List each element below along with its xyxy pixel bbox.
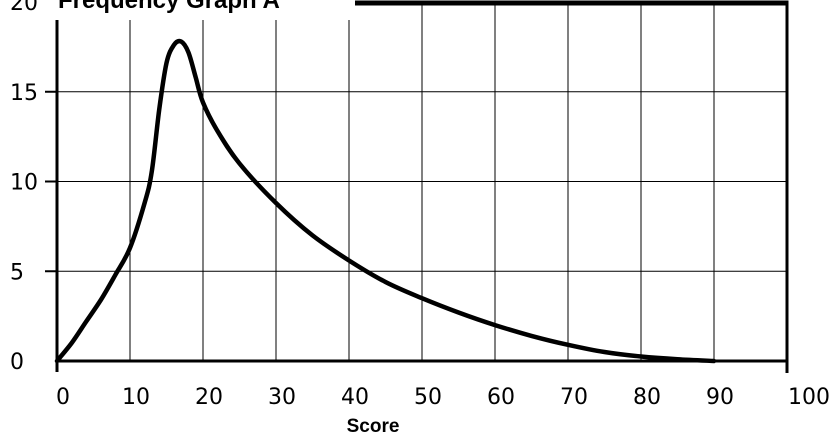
series-layer <box>54 38 717 364</box>
title-background <box>40 0 355 20</box>
x-tick-label: 40 <box>341 385 369 410</box>
y-tick-label: 20 <box>10 0 38 16</box>
y-tick-labels: 0 5 10 15 20 <box>10 0 38 375</box>
x-axis-label: Score <box>347 416 400 437</box>
y-tick-label: 15 <box>10 81 38 106</box>
x-tick-label: 70 <box>560 385 588 410</box>
x-tick-label: 0 <box>56 385 70 410</box>
y-tick-label: 5 <box>10 260 24 285</box>
x-tick-labels: 0 10 20 30 40 50 60 70 80 90 100 <box>56 385 830 410</box>
x-tick-label: 80 <box>633 385 661 410</box>
x-tick-label: 100 <box>788 385 830 410</box>
x-tick-label: 90 <box>706 385 734 410</box>
y-tick-label: 0 <box>10 350 24 375</box>
x-tick-label: 60 <box>487 385 515 410</box>
chart-title: Frequency Graph A <box>58 0 280 14</box>
y-tick-label: 10 <box>10 171 38 196</box>
x-tick-label: 20 <box>195 385 223 410</box>
grid <box>57 2 787 361</box>
frequency-curve <box>54 38 717 364</box>
axes <box>45 0 789 373</box>
x-tick-label: 10 <box>122 385 150 410</box>
x-tick-label: 30 <box>268 385 296 410</box>
x-tick-label: 50 <box>414 385 442 410</box>
